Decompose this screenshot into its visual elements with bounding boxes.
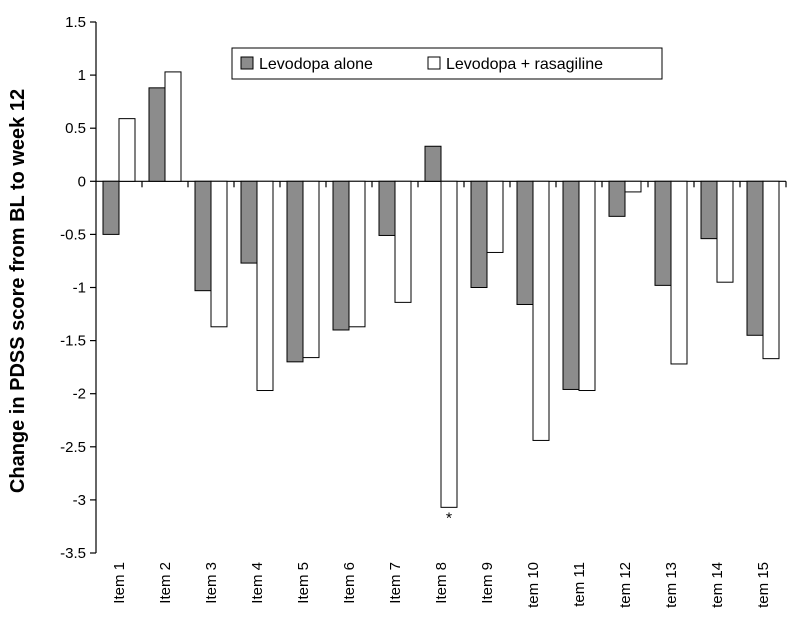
y-tick-label: -2.5	[60, 439, 86, 456]
x-tick-label: Item 2	[157, 562, 174, 604]
bar-levodopa-alone	[470, 180, 488, 288]
significance-marker: *	[446, 510, 452, 527]
bar-levodopa-alone	[148, 87, 166, 182]
y-tick-label: -2	[73, 386, 86, 403]
bar-levodopa-rasagiline	[256, 180, 274, 392]
legend-swatch-levodopa-alone	[240, 56, 254, 70]
y-tick-label: 0	[78, 173, 86, 190]
bar-levodopa-rasagiline	[670, 180, 688, 365]
legend-label-levodopa-alone: Levodopa alone	[259, 56, 373, 73]
x-tick-label: tem 13	[663, 562, 680, 608]
bar-levodopa-rasagiline	[440, 180, 458, 508]
x-tick-label: Item 8	[433, 562, 450, 604]
bar-levodopa-rasagiline	[118, 118, 136, 182]
bar-levodopa-rasagiline	[578, 180, 596, 392]
bar-levodopa-alone	[608, 180, 626, 217]
y-tick-label: -1.5	[60, 333, 86, 350]
y-tick-label: 1	[78, 67, 86, 84]
bar-levodopa-alone	[194, 180, 212, 292]
x-tick-label: Item 1	[111, 562, 128, 604]
bar-levodopa-alone	[424, 145, 442, 182]
axis-labels: 1.5 1 0.5 0 -0.5 -1 -1.5 -2 -2.5 -3 -3.5 Item 1 Item…	[60, 14, 772, 608]
bar-levodopa-alone	[700, 180, 718, 240]
y-tick-label: -1	[73, 280, 86, 297]
legend-swatch-levodopa-rasagiline	[427, 56, 441, 70]
legend: Levodopa alone Levodopa + rasagiline	[231, 47, 663, 80]
bar-levodopa-rasagiline	[624, 180, 642, 193]
bar-levodopa-rasagiline	[486, 180, 504, 253]
y-tick-label: 0.5	[65, 120, 86, 137]
bar-levodopa-rasagiline	[348, 180, 366, 328]
bar-levodopa-rasagiline	[762, 180, 780, 360]
legend-label-levodopa-rasagiline: Levodopa + rasagiline	[446, 56, 603, 73]
y-tick-label: 1.5	[65, 14, 86, 31]
x-tick-label: Item 9	[479, 562, 496, 604]
y-tick-label: -0.5	[60, 226, 86, 243]
bar-levodopa-alone	[240, 180, 258, 264]
x-tick-label: Item 5	[295, 562, 312, 604]
bar-levodopa-alone	[562, 180, 580, 390]
legend-box	[231, 47, 663, 80]
y-tick-label: -3.5	[60, 545, 86, 562]
x-tick-label: Item 7	[387, 562, 404, 604]
x-tick-label: Item 3	[203, 562, 220, 604]
bar-levodopa-alone	[332, 180, 350, 331]
x-tick-label: Item 4	[249, 562, 266, 604]
x-tick-label: tem 11	[571, 562, 588, 607]
bar-levodopa-alone	[102, 180, 120, 235]
bar-levodopa-rasagiline	[302, 180, 320, 359]
y-axis-label: Change in PDSS score from BL to week 12	[7, 89, 29, 493]
bar-levodopa-rasagiline	[394, 180, 412, 303]
bar-levodopa-rasagiline	[716, 180, 734, 283]
bar-levodopa-rasagiline	[210, 180, 228, 328]
bar-levodopa-alone	[378, 180, 396, 236]
x-tick-label: tem 14	[709, 562, 726, 608]
bar-levodopa-rasagiline	[532, 180, 550, 441]
bar-levodopa-alone	[516, 180, 534, 305]
x-tick-label: tem 10	[525, 562, 542, 608]
bar-levodopa-alone	[286, 180, 304, 363]
bar-levodopa-alone	[746, 180, 764, 336]
x-tick-label: tem 15	[755, 562, 772, 608]
bar-levodopa-alone	[654, 180, 672, 286]
bars	[102, 71, 780, 508]
x-tick-label: tem 12	[617, 562, 634, 608]
x-tick-label: Item 6	[341, 562, 358, 604]
y-tick-label: -3	[73, 492, 86, 509]
bar-levodopa-rasagiline	[164, 71, 182, 182]
